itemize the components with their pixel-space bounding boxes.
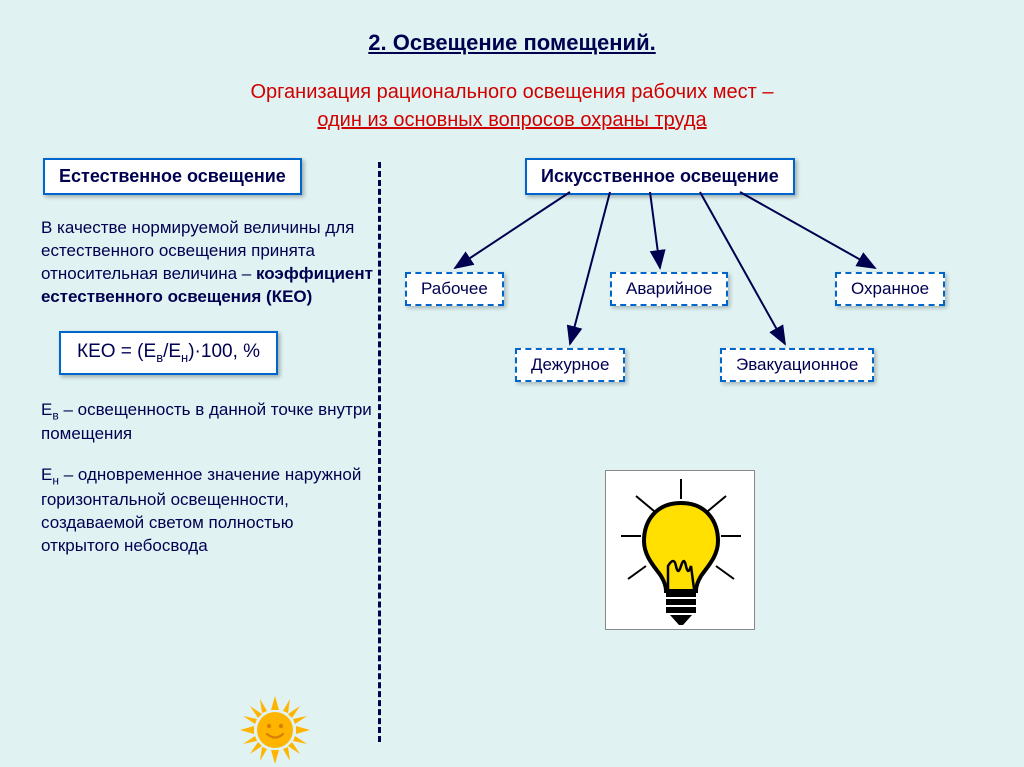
subtitle-line2: один из основных вопросов охраны труда xyxy=(317,109,706,131)
artificial-child-1: Дежурное xyxy=(515,348,625,382)
keo-formula: КЕО = (Ев/Ен)·100, % xyxy=(59,331,278,375)
formula-explanations: Ев – освещенность в данной точке внутри … xyxy=(35,399,375,558)
artificial-child-2: Аварийное xyxy=(610,272,728,306)
artificial-header-box: Искусственное освещение xyxy=(525,158,795,195)
natural-lighting-column: Естественное освещение В качестве нормир… xyxy=(35,152,375,575)
lightbulb-icon xyxy=(605,470,755,630)
subtitle: Организация рационального освещения рабо… xyxy=(0,78,1024,134)
e-n-explanation: Ен – одновременное значение наружной гор… xyxy=(41,464,375,557)
artificial-child-0: Рабочее xyxy=(405,272,504,306)
subtitle-line1: Организация рационального освещения рабо… xyxy=(251,81,774,103)
artificial-child-3: Эвакуационное xyxy=(720,348,874,382)
e-v-explanation: Ев – освещенность в данной точке внутри … xyxy=(41,399,375,447)
natural-header-box: Естественное освещение xyxy=(43,158,302,195)
natural-description: В качестве нормируемой величины для есте… xyxy=(35,217,375,309)
page-title: 2. Освещение помещений. xyxy=(0,0,1024,56)
sun-icon xyxy=(240,696,310,764)
artificial-child-4: Охранное xyxy=(835,272,945,306)
